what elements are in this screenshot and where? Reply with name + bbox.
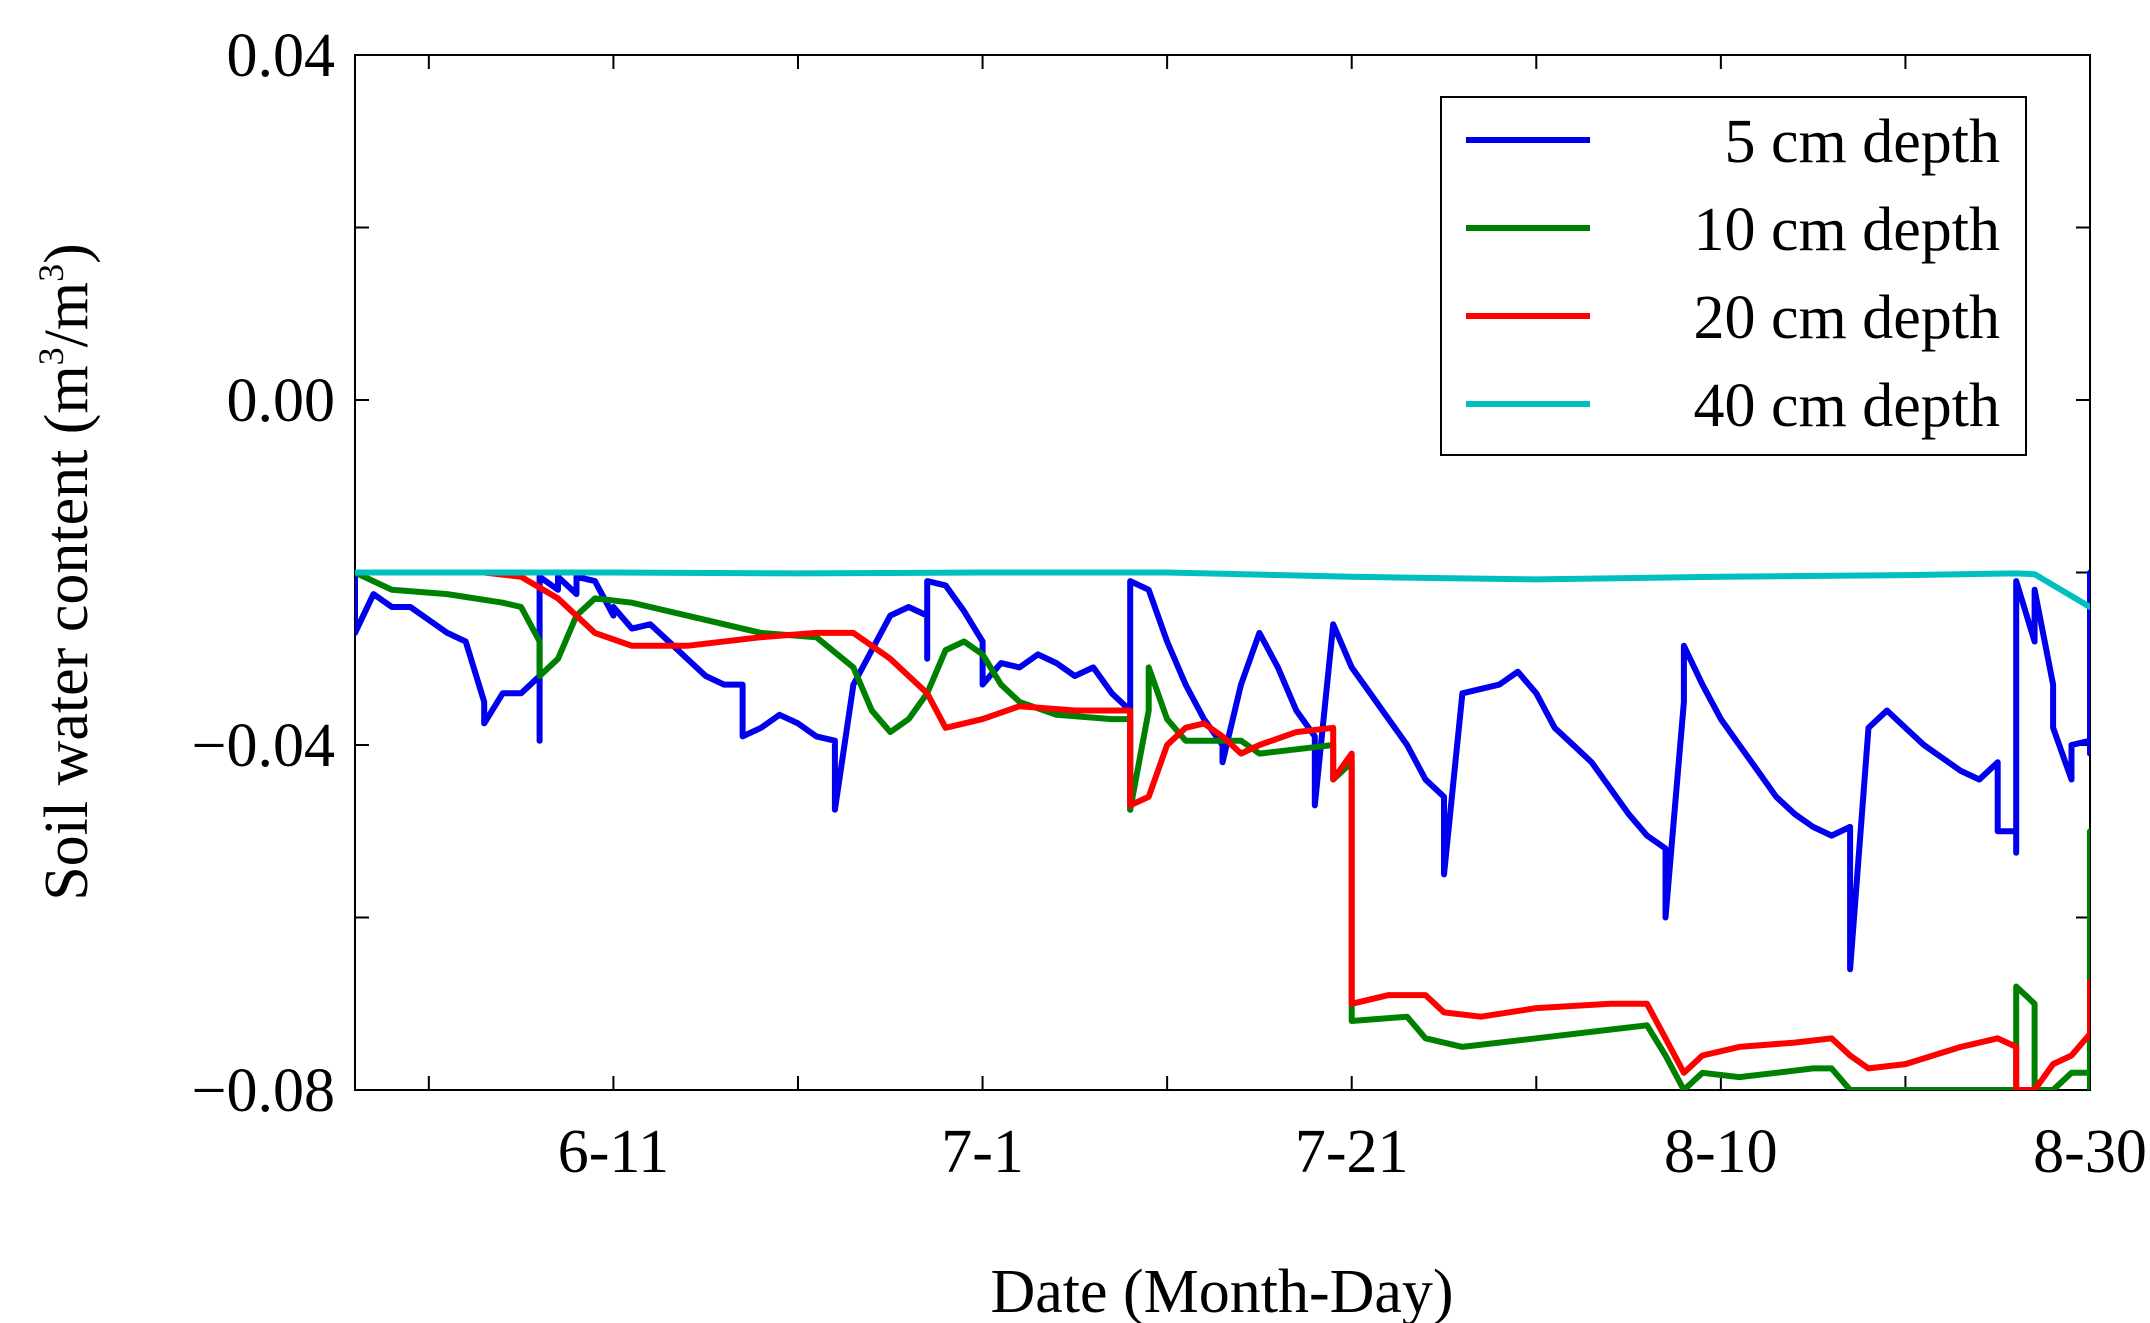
y-axis-title-mid: /m (33, 282, 101, 347)
series-line (355, 569, 2090, 1090)
legend-label: 40 cm depth (1694, 372, 2001, 440)
y-axis-ticks: 0.04 0.00 −0.04 −0.08 (192, 22, 2090, 1125)
legend-label: 10 cm depth (1694, 196, 2001, 264)
y-tick-label: 0.00 (227, 367, 336, 435)
y-axis-title-sup2: 3 (31, 264, 71, 282)
y-tick-label: −0.04 (192, 712, 335, 780)
legend: 5 cm depth 10 cm depth 20 cm depth 40 cm de… (1440, 96, 2027, 456)
x-tick-label: 7-21 (1295, 1118, 1409, 1186)
series-line (355, 569, 2090, 1090)
x-axis-ticks: 6-11 7-1 7-21 8-10 8-30 (427, 55, 2147, 1186)
y-axis-title-end: ) (33, 243, 101, 264)
x-tick-label: 8-30 (2033, 1118, 2147, 1186)
series-layer (355, 569, 2090, 1090)
x-tick-label: 8-10 (1664, 1118, 1778, 1186)
y-axis-title-main: Soil water content (m (33, 365, 101, 900)
legend-label: 20 cm depth (1694, 284, 2001, 352)
y-axis-title: Soil water content (m3/m3) (31, 243, 101, 901)
legend-label: 5 cm depth (1725, 108, 2001, 176)
legend-box (1440, 96, 2027, 456)
y-axis-title-sup1: 3 (31, 347, 71, 365)
x-tick-label: 7-1 (941, 1118, 1024, 1186)
x-axis-title: Date (Month-Day) (990, 1258, 1453, 1323)
series-line (355, 569, 2090, 973)
y-tick-label: 0.04 (227, 22, 336, 90)
legend-items: 5 cm depth 10 cm depth 20 cm depth 40 cm de… (1466, 108, 2000, 440)
series-line (355, 569, 2090, 610)
x-tick-label: 6-11 (558, 1118, 669, 1186)
y-tick-label: −0.08 (192, 1057, 335, 1125)
